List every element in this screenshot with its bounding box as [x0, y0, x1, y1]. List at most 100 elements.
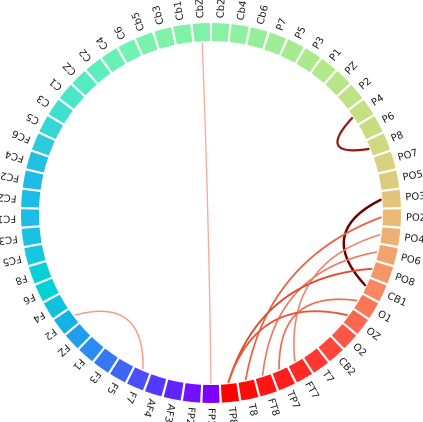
- node-segment-po4: [380, 227, 401, 246]
- node-segment-c4: [101, 48, 126, 73]
- node-segment-po6: [376, 244, 398, 265]
- node-segment-cb6: [247, 27, 268, 49]
- node-segment-fc6: [31, 133, 55, 156]
- node-label-f4: F4: [31, 309, 47, 325]
- node-label-tp8: TP8: [225, 405, 238, 422]
- node-segment-p1: [311, 58, 336, 84]
- node-label-fc2: FC2: [0, 169, 20, 183]
- node-segment-fc5: [24, 244, 46, 265]
- node-label-cb2: Cb2: [216, 0, 228, 19]
- node-label-c6: C6: [113, 24, 129, 41]
- node-label-po7: PO7: [397, 148, 420, 164]
- node-label-ft7: FT7: [302, 380, 320, 401]
- node-segment-o2: [331, 323, 357, 349]
- node-label-c5: C5: [25, 110, 42, 126]
- node-label-c3: C3: [35, 92, 52, 109]
- node-segment-cb2: [318, 336, 343, 362]
- node-segment-ft8: [255, 374, 277, 397]
- node-segment-fp1: [202, 384, 220, 404]
- node-label-p6: P6: [381, 111, 397, 127]
- node-label-poz: POZ: [406, 213, 423, 225]
- node-label-c4: C4: [95, 34, 111, 51]
- node-segment-po8: [370, 262, 394, 284]
- node-label-cb6: Cb6: [255, 4, 271, 26]
- node-label-cbz: CbZ: [194, 0, 206, 19]
- node-label-pz: PZ: [343, 60, 360, 77]
- node-segment-p7: [264, 32, 287, 55]
- node-segment-tp7: [272, 367, 295, 391]
- node-segment-c2: [86, 58, 111, 84]
- node-segment-p5: [280, 39, 304, 63]
- node-label-cb3: Cb3: [151, 4, 167, 26]
- node-label-t8: T8: [245, 402, 259, 417]
- node-label-cb5: Cb5: [130, 10, 147, 32]
- node-label-c2: C2: [77, 46, 94, 63]
- node-segment-p2: [337, 84, 363, 109]
- node-label-po5: PO5: [402, 169, 423, 183]
- node-label-ft8: FT8: [265, 397, 281, 418]
- node-segment-f2: [54, 309, 79, 334]
- node-segment-c1: [59, 84, 85, 109]
- node-segment-cb4: [229, 24, 249, 45]
- node-label-fc5: FC5: [1, 252, 22, 267]
- node-label-f7: F7: [123, 389, 138, 405]
- node-label-po8: PO8: [393, 272, 416, 289]
- node-segment-fc2: [22, 170, 44, 190]
- node-segment-fp2: [182, 383, 202, 403]
- node-label-fz: FZ: [55, 341, 72, 358]
- node-segment-f1: [79, 336, 104, 362]
- node-segment-t7: [304, 348, 329, 373]
- link-po6-ft8: [261, 251, 378, 376]
- node-segment-fc4: [26, 151, 49, 173]
- node-segment-f6: [35, 278, 59, 302]
- node-label-fp2: FP2: [184, 406, 197, 422]
- node-label-af4: AF4: [141, 397, 157, 418]
- node-label-po3: PO3: [405, 191, 423, 204]
- node-label-f1: F1: [70, 356, 86, 372]
- node-segment-af3: [163, 379, 184, 401]
- node-segment-cb3: [154, 27, 175, 49]
- node-segment-f5: [110, 358, 134, 383]
- node-label-p4: P4: [370, 93, 386, 109]
- node-label-fc4: FC4: [4, 148, 25, 164]
- node-segment-f7: [127, 367, 150, 391]
- node-segment-cb1: [173, 24, 193, 45]
- node-segment-p3: [296, 48, 321, 73]
- node-label-po6: PO6: [400, 252, 422, 267]
- link-cbz-fp1: [201, 42, 212, 384]
- node-segment-c6: [118, 39, 142, 63]
- node-segment-af4: [145, 374, 167, 397]
- node-segment-po3: [381, 189, 401, 208]
- link-poz-t8: [244, 216, 382, 381]
- node-segment-cb1: [363, 278, 387, 302]
- node-segment-cb5: [135, 32, 158, 55]
- node-label-cz: CZ: [61, 59, 79, 77]
- link-oz-tp8: [227, 310, 348, 384]
- node-label-o2: O2: [350, 341, 368, 359]
- node-label-tp7: TP7: [284, 389, 302, 411]
- node-segment-po7: [373, 151, 396, 173]
- node-label-p7: P7: [275, 17, 290, 32]
- node-label-oz: OZ: [364, 326, 382, 344]
- node-segment-t8: [238, 379, 259, 401]
- node-segment-f4: [43, 294, 68, 319]
- node-label-cb4: Cb4: [236, 0, 250, 21]
- node-label-p5: P5: [293, 25, 308, 41]
- node-label-cb1: Cb1: [173, 0, 187, 21]
- node-segment-cz: [72, 71, 97, 96]
- node-label-o1: O1: [375, 309, 393, 326]
- node-label-fp1: FP1: [206, 408, 217, 422]
- node-label-fc3: FC3: [0, 233, 18, 246]
- node-segment-tp8: [220, 383, 240, 403]
- node-segment-cbz: [192, 23, 210, 42]
- node-segment-p6: [358, 116, 383, 140]
- node-label-cb2: CB2: [336, 356, 358, 378]
- node-segment-f8: [28, 262, 52, 284]
- node-label-f5: F5: [104, 380, 120, 396]
- node-segment-f3: [93, 348, 118, 373]
- node-ring: [20, 23, 402, 404]
- node-label-p8: P8: [390, 130, 406, 145]
- node-label-fc6: FC6: [11, 127, 33, 144]
- links-layer: [74, 42, 382, 384]
